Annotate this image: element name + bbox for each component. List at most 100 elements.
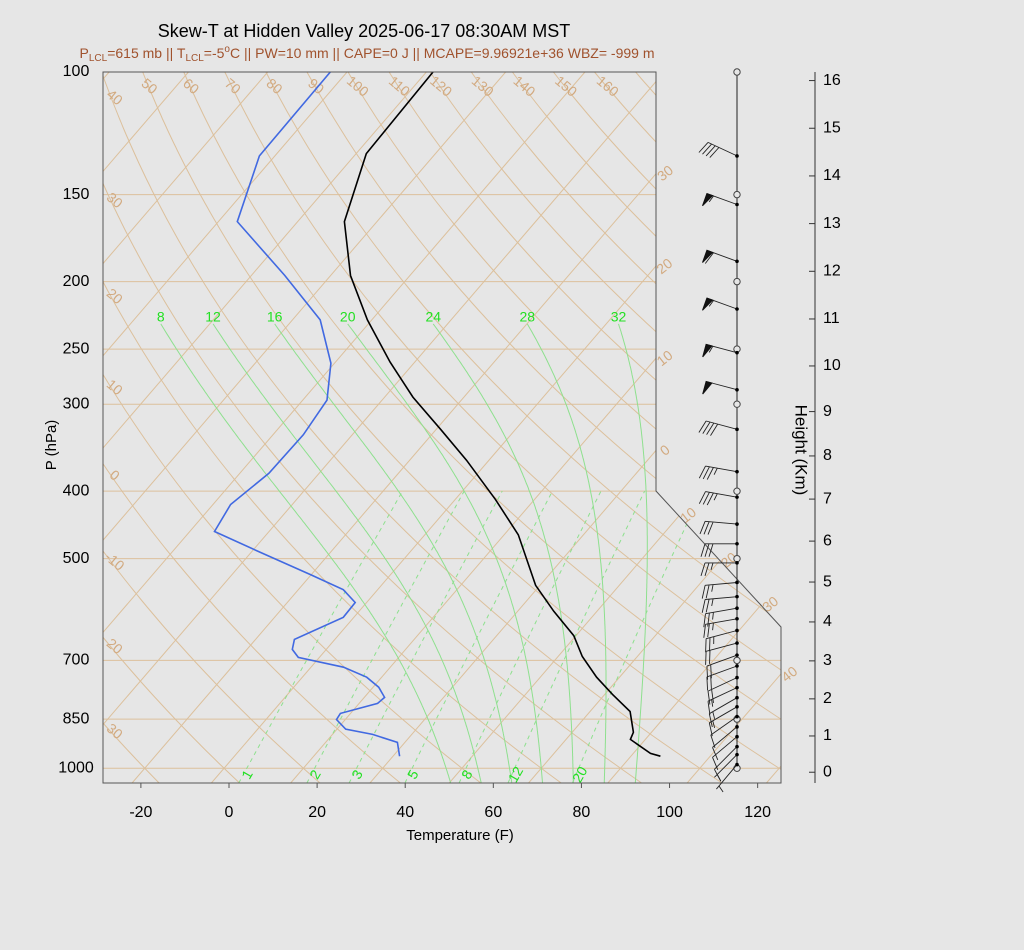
- isotherm: [607, 72, 781, 783]
- dry-adiabat: [306, 72, 781, 783]
- dry-adiabat: [103, 72, 240, 783]
- wind-level-dot: [735, 628, 739, 633]
- dry-adiabat: [224, 72, 781, 783]
- x-tick-label: 120: [744, 804, 771, 821]
- dry-adiabat: [265, 72, 781, 783]
- wind-level-dot: [735, 734, 739, 739]
- moist-adiabat-label: 32: [611, 309, 627, 325]
- pressure-level-marker: [733, 277, 741, 286]
- wind-barbs: [698, 68, 741, 793]
- y2-tick-label: 0: [823, 763, 832, 780]
- subtitle-superscript: o: [224, 44, 230, 55]
- pressure-level-marker: [733, 68, 741, 76]
- wind-level-dot: [735, 653, 739, 657]
- wind-pennant: [702, 192, 714, 207]
- dry-adiabat: [347, 72, 781, 783]
- subtitle-part: P: [80, 45, 89, 61]
- pressure-level-marker: [733, 487, 741, 495]
- y-tick-label: 300: [63, 395, 90, 412]
- y2-tick-label: 4: [823, 613, 832, 630]
- dry-adiabat: [103, 72, 642, 783]
- isotherm: [103, 72, 507, 783]
- wind-barb: [707, 677, 738, 705]
- wind-level-dot: [735, 202, 739, 207]
- wind-barb: [705, 642, 738, 665]
- y2-tick-label: 7: [823, 490, 832, 507]
- isotherm: [131, 72, 744, 783]
- isotherm: [103, 72, 586, 783]
- moist-adiabat-label: 8: [157, 309, 165, 325]
- pressure-level-marker: [733, 400, 741, 408]
- isotherm: [103, 72, 427, 783]
- wind-level-dot: [735, 154, 739, 158]
- wind-level-dot: [735, 594, 739, 599]
- wind-pennant: [702, 297, 714, 311]
- y-tick-label: 200: [63, 273, 90, 290]
- wind-level-dot: [735, 606, 739, 610]
- wind-level-dot: [735, 675, 739, 680]
- wind-barb: [701, 596, 738, 613]
- y2-tick-label: 2: [823, 690, 832, 707]
- wind-level-dot: [735, 616, 739, 621]
- wind-level-dot: [735, 664, 739, 668]
- wind-level-dot: [735, 307, 739, 311]
- wind-level-dot: [735, 685, 739, 690]
- pressure-level-marker: [733, 656, 741, 665]
- wind-level-dot: [735, 744, 739, 749]
- y2-tick-label: 8: [823, 447, 832, 464]
- y2-tick-label: 16: [823, 72, 841, 89]
- y-tick-label: 100: [63, 63, 90, 80]
- wind-level-dot: [735, 495, 739, 499]
- x-tick-label: 40: [396, 804, 414, 821]
- moist-adiabat: [618, 323, 648, 783]
- wind-barb: [712, 736, 738, 770]
- x-tick-label: 100: [656, 804, 683, 821]
- wind-barb: [708, 697, 738, 728]
- wind-barb: [699, 520, 738, 535]
- x-tick-label: 60: [484, 804, 502, 821]
- y-axis-label: P (hPa): [43, 420, 60, 471]
- mixing-ratio-label: 12: [505, 763, 527, 785]
- wind-barb: [714, 754, 738, 782]
- profile-line: [213, 72, 401, 757]
- plot-frame: [102, 71, 782, 784]
- dry-adiabat: [103, 72, 482, 783]
- chart-title: Skew-T at Hidden Valley 2025-06-17 08:30…: [158, 21, 571, 41]
- isotherm: [528, 72, 781, 783]
- wind-barb: [701, 582, 738, 599]
- moist-adiabat: [526, 323, 607, 783]
- mixing-ratio-line: [458, 490, 602, 783]
- y2-tick-label: 10: [823, 357, 841, 374]
- moist-adiabat-label: 12: [205, 309, 221, 325]
- x-tick-label: 80: [573, 804, 591, 821]
- y2-tick-label: 9: [823, 403, 832, 420]
- y-tick-label: 700: [63, 652, 90, 669]
- profiles: [213, 72, 661, 757]
- dry-adiabat: [103, 72, 321, 783]
- y2-tick-label: 11: [823, 310, 840, 327]
- y2-tick-label: 14: [823, 167, 841, 184]
- wind-pennant: [702, 380, 713, 395]
- wind-level-dot: [735, 541, 739, 546]
- profile-line: [343, 72, 661, 757]
- subtitle-part: C || PW=10 mm || CAPE=0 J || MCAPE=9.969…: [230, 45, 655, 61]
- subtitle-part: =-5: [204, 45, 225, 61]
- moist-adiabat: [274, 323, 513, 783]
- moist-adiabat-label: 24: [425, 309, 441, 325]
- wind-barb: [698, 491, 738, 506]
- subtitle-subscript: LCL: [185, 53, 204, 64]
- mixing-ratio-line: [572, 490, 703, 783]
- y2-tick-label: 3: [823, 652, 832, 669]
- wind-level-dot: [735, 752, 739, 757]
- y2-tick-label: 6: [823, 532, 832, 549]
- wind-level-dot: [735, 522, 739, 526]
- wind-barb: [703, 618, 738, 638]
- moist-adiabat-label: 20: [340, 309, 356, 325]
- wind-pennant: [702, 343, 713, 358]
- dry-adiabat: [470, 72, 781, 783]
- wind-level-dot: [735, 469, 739, 474]
- wind-barb: [700, 562, 737, 577]
